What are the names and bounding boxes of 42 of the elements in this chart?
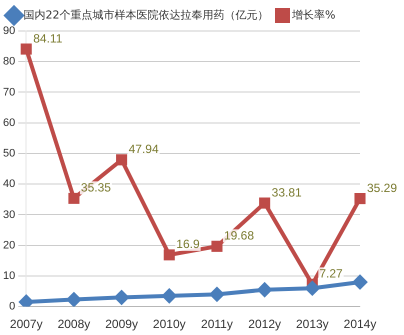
point <box>68 192 80 204</box>
data-label: 7.27 <box>319 266 343 281</box>
x-tick-label: 2012y <box>248 317 281 332</box>
point <box>354 193 366 204</box>
point <box>116 154 128 166</box>
legend-label: 国内22个重点城市样本医院依达拉奉用药（亿元） <box>24 8 268 22</box>
data-label: 35.29 <box>367 180 398 195</box>
point <box>258 282 272 297</box>
point <box>20 44 32 55</box>
x-tick-label: 2008y <box>58 317 90 332</box>
point <box>305 281 320 296</box>
x-tick-label: 2011y <box>201 317 233 332</box>
x-tick-label: 2010y <box>152 317 186 332</box>
point <box>66 292 81 307</box>
point <box>210 287 224 302</box>
point <box>114 290 129 304</box>
y-tick-label: 80 <box>2 56 16 68</box>
data-label: 35.35 <box>80 180 112 195</box>
x-tick-label: 2013y <box>296 317 329 332</box>
x-tick-label: 2007y <box>10 317 43 332</box>
data-label: 33.81 <box>272 185 302 200</box>
point <box>162 288 176 303</box>
y-tick-label: 70 <box>2 86 16 98</box>
data-label: 19.68 <box>224 228 254 243</box>
y-tick-label: 0 <box>9 300 16 313</box>
y-tick-label: 90 <box>2 25 16 38</box>
x-tick-label: 2009y <box>105 317 138 332</box>
x-tick-label: 2014y <box>344 317 376 332</box>
data-label: 16.9 <box>176 237 200 252</box>
point <box>211 240 222 252</box>
legend-label: 增长率% <box>290 8 336 22</box>
y-tick-label: 10 <box>2 270 16 282</box>
y-tick-label: 60 <box>2 116 16 129</box>
point <box>164 249 175 260</box>
data-label: 47.94 <box>128 142 159 156</box>
data-label: 84.11 <box>33 31 63 46</box>
point <box>353 275 367 290</box>
y-tick-label: 30 <box>2 208 16 221</box>
y-tick-label: 50 <box>2 148 16 160</box>
y-tick-label: 20 <box>2 239 16 252</box>
point <box>259 198 270 209</box>
y-tick-label: 40 <box>2 178 16 190</box>
